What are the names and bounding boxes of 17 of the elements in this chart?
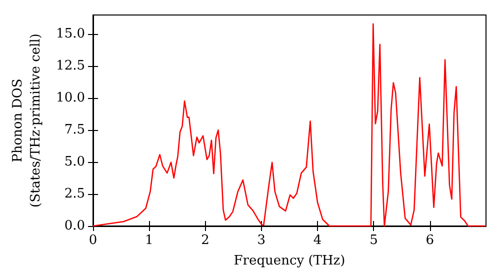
y-axis-title: Phonon DOS (States/THz·primitive cell) (10, 33, 44, 208)
y-tick-label: 15.0 (56, 26, 85, 42)
x-axis-title: Frequency (THz) (234, 253, 346, 268)
y-tick-label: 10.0 (56, 90, 85, 106)
x-tick-label: 4 (313, 233, 322, 248)
y-tick-label: 0.0 (64, 218, 85, 234)
y-tick-label: 7.5 (64, 122, 85, 138)
y-tick-label: 2.5 (64, 186, 85, 202)
x-tick-label: 3 (257, 233, 266, 248)
x-tick-label: 2 (201, 233, 210, 248)
x-tick-label: 1 (145, 233, 154, 248)
x-tick-label: 6 (426, 233, 434, 248)
y-tick-label: 12.5 (56, 58, 85, 74)
x-tick-label: 5 (370, 233, 378, 248)
line-series (92, 23, 487, 227)
x-tick-label: 0 (88, 233, 98, 248)
y-tick-label: 5.0 (64, 154, 85, 170)
